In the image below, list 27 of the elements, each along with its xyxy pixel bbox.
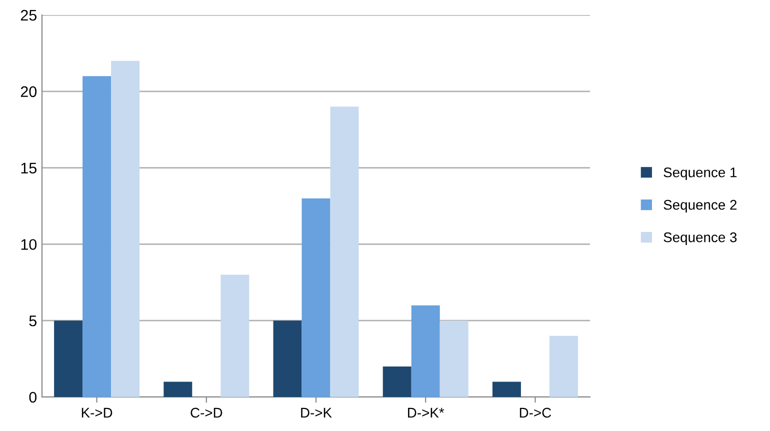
x-tick-label: K->D xyxy=(82,408,112,418)
x-tick-label: C->D xyxy=(190,408,222,418)
bar xyxy=(82,76,112,397)
legend-label: Sequence 1 xyxy=(664,167,737,180)
bar xyxy=(330,106,359,397)
x-tick-label: D->C xyxy=(520,408,552,418)
legend-label: Sequence 2 xyxy=(664,200,737,213)
bar xyxy=(492,382,521,397)
bar xyxy=(549,336,578,397)
y-tick-label: 10 xyxy=(21,239,37,250)
x-tick-label: D->K* xyxy=(408,408,444,418)
bar xyxy=(164,382,192,397)
bar xyxy=(302,198,330,397)
bar xyxy=(220,274,250,397)
x-tick-label: D->K xyxy=(301,408,332,418)
bar xyxy=(440,320,468,397)
bar xyxy=(54,320,83,397)
y-tick-label: 20 xyxy=(20,86,37,98)
y-tick-label: 5 xyxy=(29,316,36,326)
bar xyxy=(411,305,440,397)
y-tick-label: 0 xyxy=(29,392,37,403)
y-tick-label: 15 xyxy=(21,162,36,174)
y-tick-label: 25 xyxy=(20,10,36,21)
bar xyxy=(273,320,302,397)
bar xyxy=(111,60,140,397)
legend-label: Sequence 3 xyxy=(664,232,737,245)
bar xyxy=(382,366,412,397)
